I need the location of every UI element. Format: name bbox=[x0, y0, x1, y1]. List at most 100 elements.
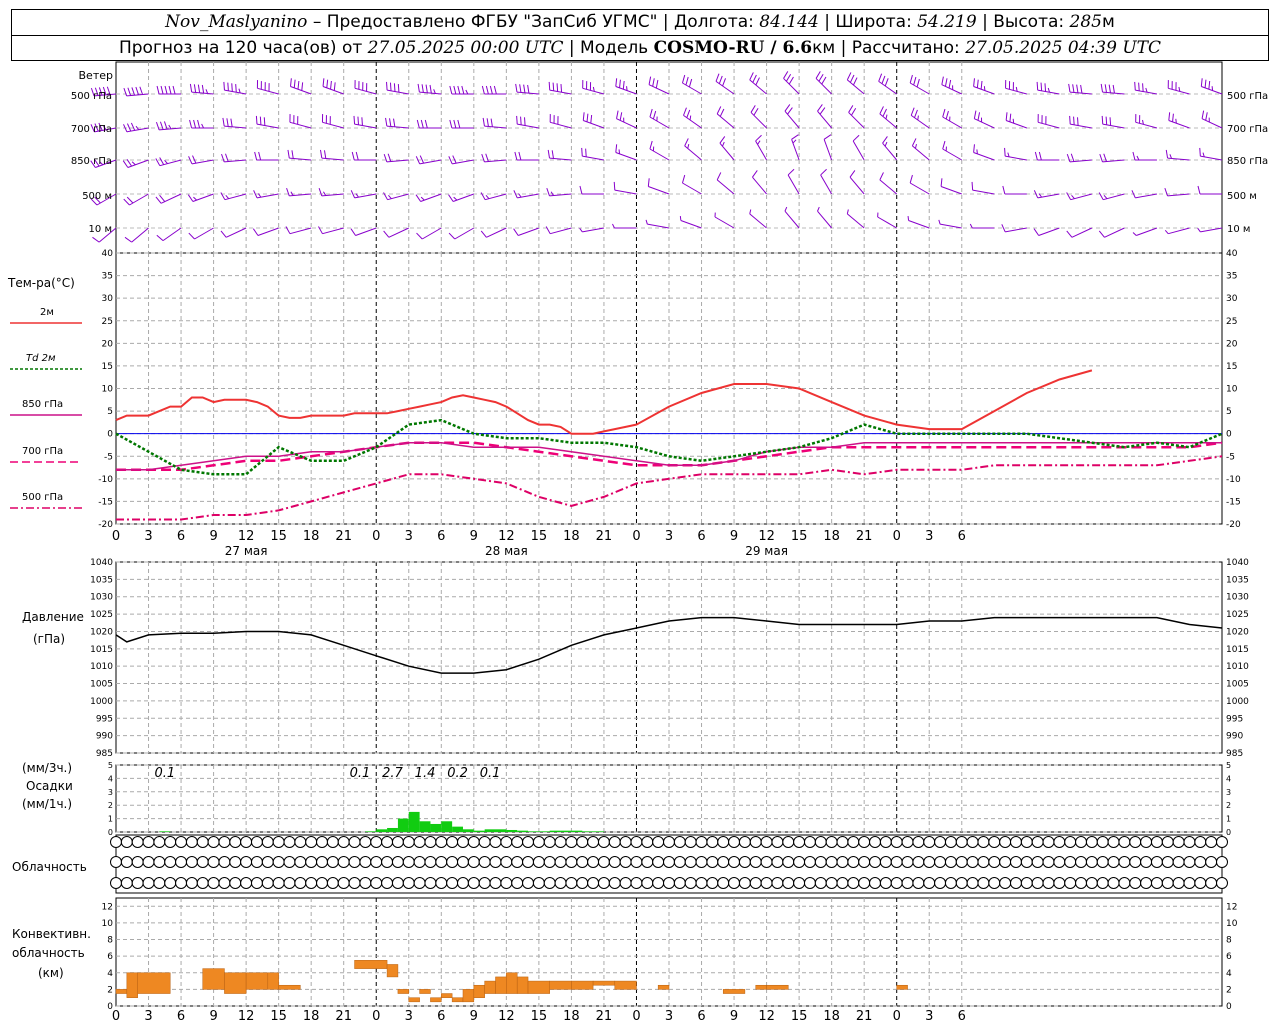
wind-barb-feather bbox=[387, 153, 392, 162]
conv-title-2: облачность bbox=[12, 946, 85, 960]
cloud-symbol bbox=[944, 877, 957, 889]
y-tick-label-right: 995 bbox=[1226, 714, 1243, 724]
wind-barb-feather bbox=[820, 168, 827, 176]
cloud-symbol bbox=[663, 856, 675, 868]
cloud-symbol bbox=[608, 877, 621, 889]
precip-bar bbox=[441, 821, 453, 832]
cloud-symbol bbox=[110, 877, 122, 889]
wind-barb-staff bbox=[879, 179, 898, 195]
wind-barb-feather bbox=[493, 85, 497, 95]
y-tick-label-left: 15 bbox=[102, 362, 113, 372]
wind-barb-staff bbox=[582, 155, 605, 161]
wind-barb-feather bbox=[1100, 83, 1103, 93]
cloud-symbol bbox=[1194, 836, 1207, 848]
y-tick-label-right: 1020 bbox=[1226, 627, 1249, 637]
x-tick-label: 12 bbox=[498, 529, 515, 544]
cloud-symbol bbox=[901, 856, 914, 868]
precip-bar bbox=[159, 831, 171, 832]
wind-barb-feather bbox=[160, 85, 164, 95]
cloud-symbol bbox=[359, 877, 372, 889]
wind-barb-feather bbox=[879, 172, 884, 181]
wind-barb-feather bbox=[220, 192, 226, 200]
wind-barb-feather bbox=[126, 123, 132, 132]
y-tick-label-left: 1005 bbox=[90, 680, 113, 690]
wind-barb-feather bbox=[330, 80, 332, 90]
wind-barb-feather bbox=[124, 236, 132, 243]
wind-barb-feather bbox=[1098, 192, 1104, 200]
cloud-symbol bbox=[305, 877, 318, 889]
cloud-symbol bbox=[630, 856, 643, 868]
cloud-symbol bbox=[456, 836, 469, 848]
wind-barb-feather bbox=[679, 215, 682, 221]
wind-barb-feather bbox=[1131, 190, 1136, 199]
wind-barb-staff bbox=[516, 91, 539, 95]
wind-barb-staff bbox=[752, 176, 767, 195]
cloud-symbol bbox=[597, 877, 610, 889]
wind-barb-feather bbox=[649, 140, 653, 150]
wind-barb-feather bbox=[884, 78, 889, 87]
wind-barb-feather bbox=[257, 193, 262, 198]
wind-barb-feather bbox=[645, 219, 648, 225]
wind-barb-feather bbox=[122, 160, 129, 168]
cloud-symbol bbox=[391, 836, 404, 848]
wind-barb-feather bbox=[752, 170, 758, 178]
cloud-symbol bbox=[435, 856, 448, 868]
wind-barb-staff bbox=[1103, 193, 1125, 201]
wind-barb-staff bbox=[684, 145, 702, 161]
wind-barb-staff bbox=[225, 227, 247, 238]
cloud-symbol bbox=[825, 836, 838, 848]
cloud-symbol bbox=[619, 856, 632, 868]
wind-barb-feather bbox=[1200, 78, 1203, 87]
wind-barb-feather bbox=[586, 113, 589, 122]
conv-bar bbox=[245, 972, 269, 990]
wind-barb-feather bbox=[1002, 185, 1006, 195]
wind-barb-feather bbox=[1015, 86, 1018, 92]
cloud-symbol bbox=[218, 877, 231, 889]
wind-barb-staff bbox=[322, 86, 344, 95]
conv-unit: (км) bbox=[38, 966, 64, 980]
wind-barb-feather bbox=[189, 83, 193, 93]
wind-barb-staff bbox=[750, 112, 767, 129]
conv-bar bbox=[397, 989, 410, 994]
wind-barb-feather bbox=[983, 86, 986, 91]
wind-barb-feather bbox=[293, 79, 296, 88]
wind-barb-feather bbox=[619, 79, 621, 88]
wind-barb-staff bbox=[940, 186, 962, 195]
legend-td2m: Td 2м bbox=[26, 353, 56, 364]
cloud-symbol bbox=[1183, 856, 1196, 868]
cloud-symbol bbox=[890, 877, 903, 889]
cloud-symbol bbox=[576, 856, 589, 868]
wind-barb-staff bbox=[847, 79, 865, 95]
cloud-symbol bbox=[955, 856, 968, 868]
precip-3h-label: 2.7 bbox=[382, 766, 403, 781]
wind-barb-feather bbox=[318, 187, 323, 197]
cloud-symbol bbox=[782, 856, 795, 868]
wind-barb-staff bbox=[1201, 118, 1223, 129]
cloud-symbol bbox=[489, 856, 502, 868]
y-tick-label-left: 1000 bbox=[90, 697, 113, 707]
wind-barb-feather bbox=[1099, 153, 1103, 163]
y-tick-label-left: 25 bbox=[102, 317, 113, 327]
x-tick-label: 6 bbox=[958, 529, 966, 544]
y-tick-label-right: 1015 bbox=[1226, 645, 1249, 655]
cloud-symbol bbox=[652, 836, 665, 848]
cloud-symbol bbox=[1194, 877, 1207, 889]
wind-barb-feather bbox=[688, 78, 693, 88]
series-t2m bbox=[115, 369, 1093, 435]
precip-3h-label: 1.4 bbox=[415, 766, 436, 781]
wind-level-label: 850 гПа bbox=[71, 156, 112, 167]
wind-barb-feather bbox=[188, 232, 195, 240]
provider: Предоставлено ФГБУ "ЗапСиб УГМС" bbox=[326, 12, 658, 32]
wind-barb-feather bbox=[449, 119, 453, 129]
precip-bar bbox=[549, 830, 561, 832]
wind-barb-feather bbox=[156, 234, 164, 241]
wind-level-label-right: 10 м bbox=[1227, 224, 1250, 235]
wind-barb-feather bbox=[513, 228, 519, 236]
wind-barb-staff bbox=[322, 121, 344, 129]
wind-barb-feather bbox=[155, 158, 161, 166]
wind-barb-feather bbox=[106, 86, 111, 95]
wind-barb-feather bbox=[90, 87, 95, 97]
cloud-symbol bbox=[424, 836, 437, 848]
cloud-symbol bbox=[294, 877, 307, 889]
cloud-symbol bbox=[1096, 856, 1109, 868]
